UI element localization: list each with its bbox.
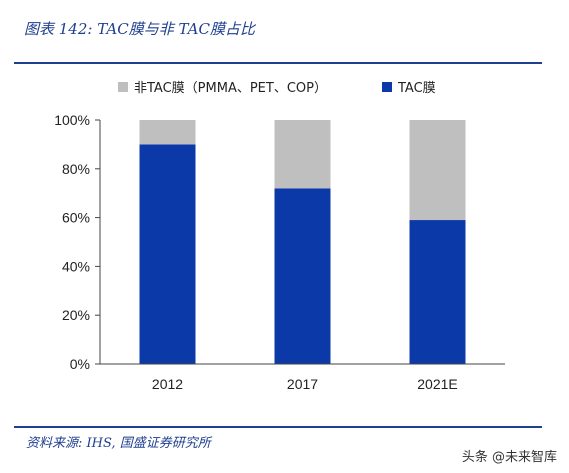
stacked-bar-chart: 非TAC膜（PMMA、PET、COP） TAC膜 0% 20% 40% 60% 80% 10…	[54, 81, 505, 392]
legend-label: 非TAC膜（PMMA、PET、COP）	[134, 81, 327, 96]
bar-segment	[274, 188, 331, 364]
x-tick-label: 2021E	[417, 376, 457, 392]
y-tick-label: 20%	[62, 307, 90, 323]
title-rule	[14, 62, 542, 64]
bar-segment	[409, 120, 466, 221]
x-tick-label: 2012	[152, 376, 183, 392]
bar-segment	[409, 220, 466, 364]
figure-title: 图表 142: TAC膜与非 TAC膜占比	[24, 20, 255, 38]
source-rule	[14, 426, 542, 428]
y-tick-label: 0%	[70, 356, 90, 372]
y-tick-label: 40%	[62, 258, 90, 274]
y-tick-label: 80%	[62, 161, 90, 177]
x-tick-label: 2017	[287, 376, 318, 392]
bars	[139, 120, 466, 364]
bar-segment	[139, 120, 196, 145]
y-tick-label: 100%	[54, 112, 90, 128]
chart-legend: 非TAC膜（PMMA、PET、COP） TAC膜	[118, 81, 436, 96]
bar-segment	[139, 144, 196, 364]
y-tick-label: 60%	[62, 210, 90, 226]
source-note: 资料来源: IHS, 国盛证券研究所	[26, 436, 211, 451]
x-axis: 2012 2017 2021E	[100, 363, 505, 392]
bar-segment	[274, 120, 331, 189]
legend-label: TAC膜	[397, 81, 436, 96]
legend-swatch	[382, 82, 392, 92]
watermark: 头条 @未来智库	[461, 450, 557, 465]
legend-swatch	[118, 82, 128, 92]
y-axis: 0% 20% 40% 60% 80% 100%	[54, 112, 101, 372]
